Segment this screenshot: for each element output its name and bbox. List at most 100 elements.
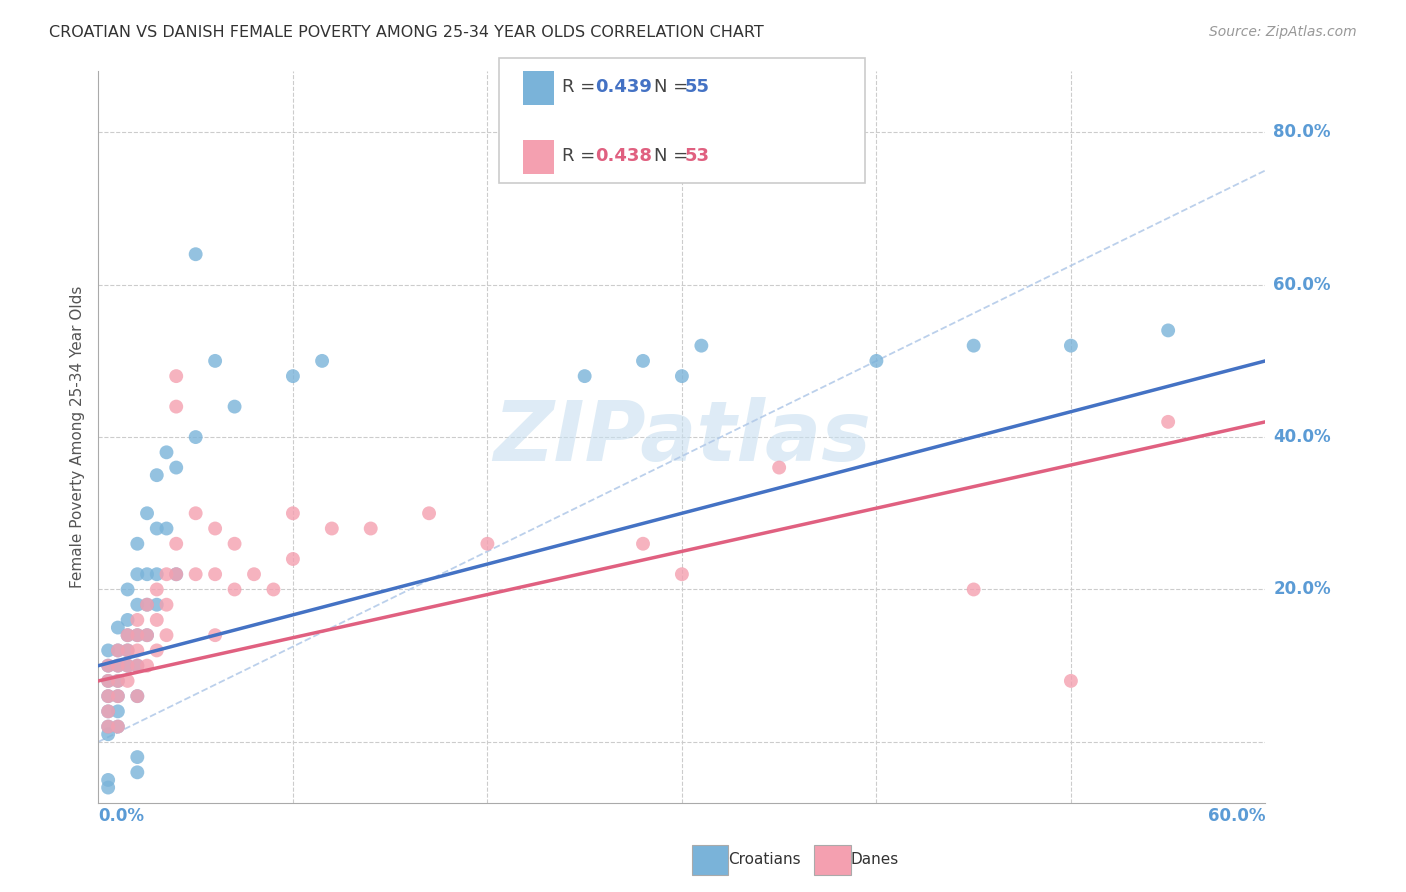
Point [671,369,693,384]
Text: R =: R = [562,78,602,96]
Point [127,689,149,703]
Point [146,643,169,657]
Point [127,628,149,642]
Point [146,468,169,483]
Text: 55: 55 [685,78,710,96]
Point [107,673,129,688]
Point [477,537,499,551]
Point [117,613,139,627]
Point [127,598,149,612]
Text: 80.0%: 80.0% [1274,123,1330,141]
Point [127,537,149,551]
Point [768,460,790,475]
Point [117,673,139,688]
Point [281,369,304,384]
Point [127,613,149,627]
Point [107,658,129,673]
Point [97,689,120,703]
Point [127,658,149,673]
Point [204,521,226,535]
Point [97,689,120,703]
Point [184,430,207,444]
Point [127,628,149,642]
Point [127,689,149,703]
Text: ZIPatlas: ZIPatlas [494,397,870,477]
Point [136,598,159,612]
Point [97,673,120,688]
Text: R =: R = [562,147,602,165]
Point [224,400,246,414]
Text: 20.0%: 20.0% [1274,581,1331,599]
Text: 60.0%: 60.0% [1208,806,1265,824]
Point [165,567,187,582]
Point [127,643,149,657]
Text: 0.439: 0.439 [595,78,651,96]
Text: 60.0%: 60.0% [1274,276,1330,293]
Text: N =: N = [654,147,693,165]
Point [97,673,120,688]
Point [136,658,159,673]
Point [107,705,129,719]
Point [97,720,120,734]
Point [865,354,887,368]
Point [127,750,149,764]
Point [107,621,129,635]
Point [107,658,129,673]
Text: Source: ZipAtlas.com: Source: ZipAtlas.com [1209,25,1357,39]
Point [1060,338,1083,352]
Point [204,354,226,368]
Point [631,537,654,551]
Point [97,780,120,795]
Point [165,537,187,551]
Text: 40.0%: 40.0% [1274,428,1331,446]
Point [243,567,266,582]
Point [97,658,120,673]
Point [224,582,246,597]
Point [127,567,149,582]
Point [155,567,177,582]
Point [97,705,120,719]
Point [107,643,129,657]
Point [117,643,139,657]
Point [1060,673,1083,688]
Point [224,537,246,551]
Text: Croatians: Croatians [728,853,801,867]
Point [146,613,169,627]
Point [136,567,159,582]
Point [107,673,129,688]
Point [311,354,333,368]
Text: Danes: Danes [851,853,898,867]
Y-axis label: Female Poverty Among 25-34 Year Olds: Female Poverty Among 25-34 Year Olds [69,286,84,588]
Point [281,506,304,520]
Point [97,720,120,734]
Point [962,338,984,352]
Point [136,598,159,612]
Point [146,521,169,535]
Point [204,567,226,582]
Point [360,521,382,535]
Point [262,582,284,597]
Point [97,772,120,787]
Text: N =: N = [654,78,693,96]
Point [165,567,187,582]
Point [165,369,187,384]
Point [155,598,177,612]
Point [97,643,120,657]
Point [962,582,984,597]
Point [107,643,129,657]
Point [631,354,654,368]
Point [97,658,120,673]
Point [165,400,187,414]
Point [117,582,139,597]
Point [117,658,139,673]
Point [671,567,693,582]
Point [165,460,187,475]
Point [146,582,169,597]
Point [117,628,139,642]
Point [1157,323,1180,337]
Point [418,506,440,520]
Text: CROATIAN VS DANISH FEMALE POVERTY AMONG 25-34 YEAR OLDS CORRELATION CHART: CROATIAN VS DANISH FEMALE POVERTY AMONG … [49,25,763,40]
Point [184,506,207,520]
Point [117,658,139,673]
Text: 0.438: 0.438 [595,147,652,165]
